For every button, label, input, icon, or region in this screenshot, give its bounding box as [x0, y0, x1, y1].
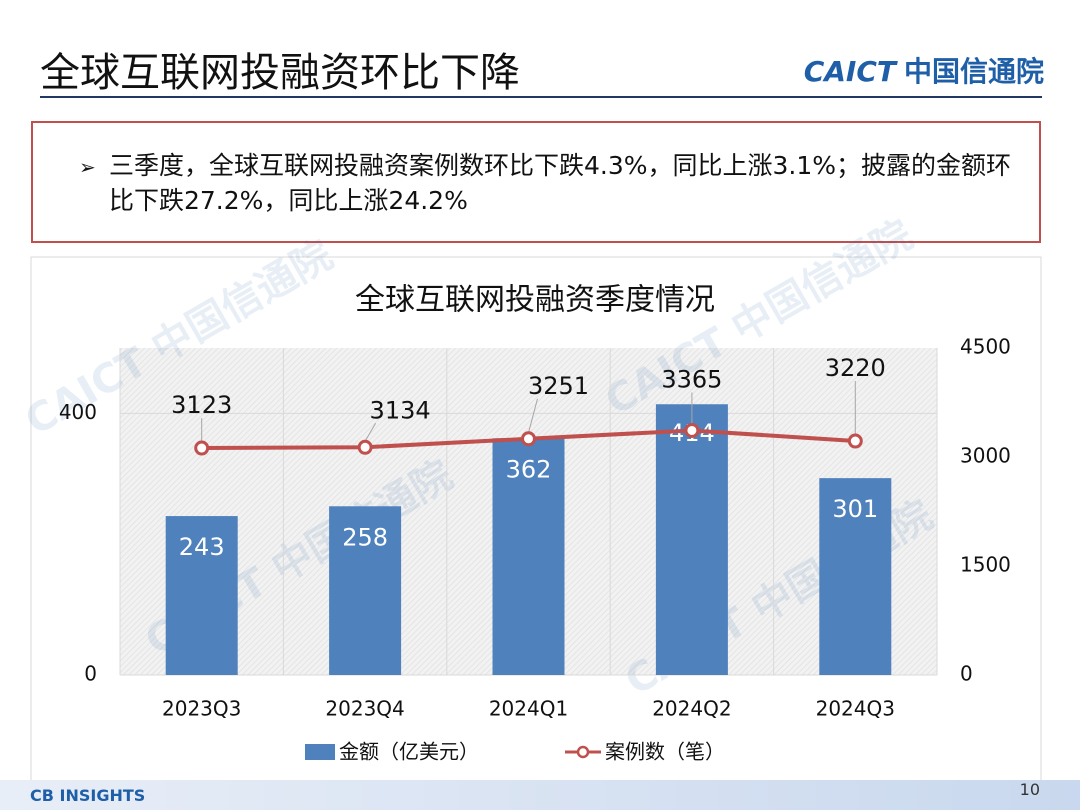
bar	[492, 438, 565, 675]
line-marker	[684, 422, 700, 438]
line-value-label: 3220	[825, 354, 886, 382]
slide-title: 全球互联网投融资环比下降	[40, 50, 520, 96]
logo-org: 中国信通院	[903, 55, 1044, 88]
y-tick-label: 0	[84, 662, 97, 686]
y2-tick-label: 1500	[960, 553, 1011, 577]
bar	[655, 404, 728, 675]
bar	[819, 478, 892, 675]
bar-value-label: 243	[179, 533, 225, 561]
line-marker	[357, 439, 373, 455]
leader-line	[528, 398, 538, 433]
y2-tick-label: 4500	[960, 335, 1011, 359]
line-marker	[521, 431, 536, 447]
x-tick-label: 2024Q3	[816, 697, 895, 721]
x-tick-label: 2023Q4	[325, 697, 404, 721]
title-rule	[40, 96, 1042, 98]
y2-tick-label: 0	[960, 662, 973, 686]
line-marker	[847, 433, 863, 449]
line-marker	[194, 440, 210, 456]
bar-value-label: 362	[506, 455, 552, 483]
logo-caict: CAICT	[803, 55, 896, 88]
legend-label: 案例数（笔）	[605, 740, 725, 764]
line-value-label: 3251	[528, 372, 589, 400]
legend-swatch	[305, 744, 335, 760]
y2-tick-label: 3000	[960, 444, 1011, 468]
legend-marker	[576, 745, 590, 759]
line-value-label: 3134	[370, 396, 431, 424]
summary-box: 三季度，全球互联网投融资案例数环比下跌4.3%，同比上涨3.1%；披露的金额环比…	[31, 121, 1041, 243]
bar	[165, 516, 238, 675]
footer-band	[0, 780, 1080, 810]
source-logo: CB INSIGHTS	[30, 786, 146, 805]
line-value-label: 3123	[171, 391, 232, 419]
legend-label: 金额（亿美元）	[339, 740, 479, 764]
x-tick-label: 2023Q3	[162, 697, 241, 721]
bullet-text: 三季度，全球互联网投融资案例数环比下跌4.3%，同比上涨3.1%；披露的金额环比…	[79, 149, 1035, 218]
bar	[329, 506, 402, 675]
page-number: 10	[1019, 780, 1040, 799]
logo: CAICT 中国信通院	[804, 50, 1044, 90]
chart-title: 全球互联网投融资季度情况	[355, 283, 715, 318]
x-tick-label: 2024Q1	[489, 697, 568, 721]
leader-line	[364, 423, 377, 442]
x-tick-label: 2024Q2	[652, 697, 731, 721]
bar-value-label: 258	[342, 523, 388, 551]
y-tick-label: 400	[59, 400, 97, 424]
bar-value-label: 301	[832, 495, 878, 523]
line-value-label: 3365	[661, 365, 722, 393]
